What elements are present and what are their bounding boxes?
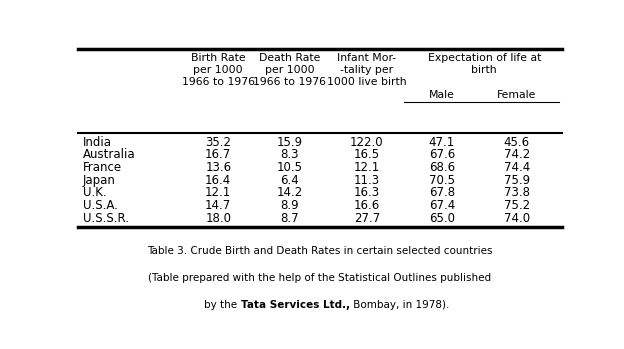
Text: U.K.: U.K. [83,186,107,199]
Text: 10.5: 10.5 [276,161,303,174]
Text: 74.2: 74.2 [504,148,530,162]
Text: 65.0: 65.0 [429,212,455,225]
Text: 67.6: 67.6 [429,148,455,162]
Text: Australia: Australia [83,148,135,162]
Text: 75.2: 75.2 [504,199,530,212]
Text: 8.7: 8.7 [280,212,299,225]
Text: Female: Female [497,90,537,100]
Text: 18.0: 18.0 [205,212,232,225]
Text: 1000 live birth: 1000 live birth [327,77,407,87]
Text: 68.6: 68.6 [429,161,455,174]
Text: 35.2: 35.2 [205,136,232,149]
Text: birth: birth [471,65,497,75]
Text: France: France [83,161,122,174]
Text: 45.6: 45.6 [504,136,530,149]
Text: U.S.A.: U.S.A. [83,199,118,212]
Text: Infant Mor-: Infant Mor- [338,53,396,62]
Text: -tality per: -tality per [340,65,394,75]
Text: 16.7: 16.7 [205,148,232,162]
Text: 122.0: 122.0 [350,136,384,149]
Text: 16.6: 16.6 [354,199,380,212]
Text: 74.4: 74.4 [504,161,530,174]
Text: 15.9: 15.9 [276,136,303,149]
Text: 8.3: 8.3 [280,148,299,162]
Text: 12.1: 12.1 [205,186,232,199]
Text: India: India [83,136,112,149]
Text: 8.9: 8.9 [280,199,299,212]
Text: 70.5: 70.5 [429,174,455,187]
Text: Expectation of life at: Expectation of life at [427,53,541,62]
Text: 6.4: 6.4 [280,174,299,187]
Text: (Table prepared with the help of the Statistical Outlines published: (Table prepared with the help of the Sta… [149,273,491,283]
Text: 1966 to 1976: 1966 to 1976 [182,77,255,87]
Text: 16.4: 16.4 [205,174,232,187]
Text: 75.9: 75.9 [504,174,530,187]
Text: U.S.S.R.: U.S.S.R. [83,212,129,225]
Text: Birth Rate: Birth Rate [191,53,246,62]
Text: 16.3: 16.3 [354,186,380,199]
Text: Table 3. Crude Birth and Death Rates in certain selected countries: Table 3. Crude Birth and Death Rates in … [147,246,492,256]
Text: Japan: Japan [83,174,115,187]
Text: Male: Male [429,90,455,100]
Text: 13.6: 13.6 [205,161,232,174]
Text: 1966 to 1976: 1966 to 1976 [253,77,326,87]
Text: 47.1: 47.1 [429,136,455,149]
Text: 14.7: 14.7 [205,199,232,212]
Text: 74.0: 74.0 [504,212,530,225]
Text: per 1000: per 1000 [265,65,314,75]
Text: 12.1: 12.1 [354,161,380,174]
Text: per 1000: per 1000 [193,65,243,75]
Text: 67.8: 67.8 [429,186,455,199]
Text: 14.2: 14.2 [276,186,303,199]
Text: Bombay, in 1978).: Bombay, in 1978). [350,300,449,310]
Text: by the: by the [204,300,241,310]
Text: Tata Services Ltd.,: Tata Services Ltd., [241,300,350,310]
Text: 73.8: 73.8 [504,186,530,199]
Text: 27.7: 27.7 [354,212,380,225]
Text: Death Rate: Death Rate [259,53,320,62]
Text: 67.4: 67.4 [429,199,455,212]
Text: 16.5: 16.5 [354,148,380,162]
Text: 11.3: 11.3 [354,174,380,187]
